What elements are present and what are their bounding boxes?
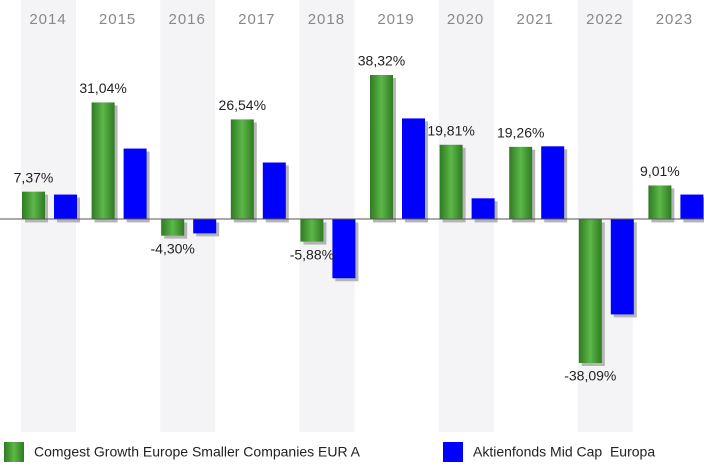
bar (370, 75, 393, 220)
legend-label: Comgest Growth Europe Smaller Companies … (34, 444, 361, 460)
column-band (160, 0, 216, 432)
bar (193, 219, 217, 234)
bar (54, 194, 77, 220)
bar (123, 148, 147, 220)
value-label: 19,26% (497, 125, 544, 141)
bar (161, 219, 185, 236)
x-tick-label: 2023 (656, 11, 693, 28)
x-tick-label: 2018 (308, 11, 345, 28)
value-label: 26,54% (219, 97, 266, 113)
bar (22, 191, 45, 220)
bar (648, 185, 672, 220)
value-label: 19,81% (427, 122, 474, 138)
bar (610, 219, 634, 315)
x-tick-label: 2020 (447, 11, 484, 28)
bar (300, 219, 324, 242)
bar (680, 194, 704, 220)
bar (230, 119, 254, 220)
x-tick-label: 2017 (238, 11, 275, 28)
value-label: 38,32% (358, 53, 405, 69)
bar (541, 146, 565, 220)
bar (439, 144, 463, 220)
value-label: -5,88% (290, 246, 334, 262)
bar (262, 162, 286, 220)
bar (578, 219, 602, 363)
value-label: -38,09% (564, 368, 616, 384)
x-tick-label: 2022 (586, 11, 623, 28)
value-label: 7,37% (14, 169, 54, 185)
x-tick-label: 2014 (29, 11, 66, 28)
x-tick-label: 2015 (99, 11, 136, 28)
bar (471, 198, 495, 220)
value-label: 31,04% (79, 80, 126, 96)
legend-swatch (443, 442, 463, 462)
bar (509, 146, 533, 220)
legend-label: Aktienfonds Mid Cap Europa (473, 444, 655, 460)
legend-swatch (4, 442, 24, 462)
x-tick-label: 2021 (517, 11, 554, 28)
bar (91, 102, 115, 220)
x-tick-label: 2019 (377, 11, 414, 28)
value-label: -4,30% (151, 240, 195, 256)
value-label: 9,01% (640, 163, 680, 179)
column-band (299, 0, 355, 432)
bar (402, 118, 425, 220)
bar (332, 219, 356, 279)
x-tick-label: 2016 (169, 11, 206, 28)
